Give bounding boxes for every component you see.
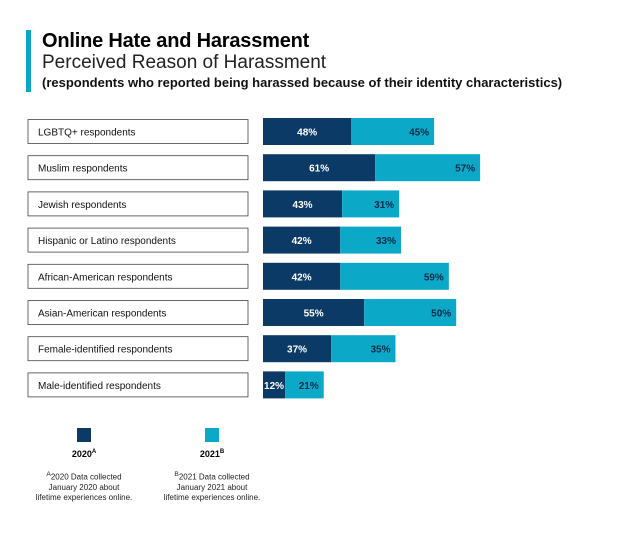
category-label-box (27, 263, 249, 289)
legend-label-2020: 2020A (71, 449, 97, 459)
footnote-2020: A2020 Data collected January 2020 about … (35, 471, 133, 502)
data-label-2021: 45% (409, 128, 429, 139)
category-label-box (27, 372, 249, 398)
data-label-2020: 61% (309, 164, 329, 175)
data-label-2020: 12% (264, 381, 284, 392)
chart-title: Online Hate and Harassment (42, 30, 310, 52)
category-label-box (27, 336, 249, 362)
data-label-2021: 57% (455, 164, 475, 175)
bar-2020 (263, 190, 343, 218)
chart-note: (respondents who reported being harassed… (42, 75, 563, 90)
data-label-2021: 33% (376, 236, 396, 247)
category-label-box (27, 300, 249, 325)
chart-rows: LGBTQ+ respondents 48% 45% Muslim responden… (27, 118, 481, 399)
bar-2020 (263, 118, 352, 145)
data-label-2021: 31% (374, 200, 394, 211)
bar-2020 (263, 226, 341, 254)
category-label-box (27, 155, 249, 181)
bar-2020 (263, 262, 341, 290)
bar-2021 (375, 154, 481, 182)
legend-swatch-2021 (205, 428, 219, 442)
data-label-2020: 48% (297, 128, 317, 139)
bar-2021 (364, 299, 457, 326)
data-label-2020: 42% (292, 272, 312, 283)
data-label-2021: 50% (431, 309, 451, 320)
bar-2020 (263, 371, 286, 399)
data-label-2020: 43% (293, 200, 313, 211)
category-label: LGBTQ+ respondents (38, 128, 136, 139)
category-label-box (27, 191, 249, 217)
data-label-2020: 42% (292, 236, 312, 247)
data-label-2020: 37% (287, 345, 307, 356)
data-label-2020: 55% (304, 309, 324, 320)
bar-2021 (342, 190, 400, 218)
category-label-box (27, 119, 249, 144)
footnote-2021: B2021 Data collected January 2021 about … (163, 471, 261, 502)
bar-2021 (351, 118, 435, 145)
category-label: Female-identified respondents (38, 345, 173, 356)
bar-2021 (340, 262, 449, 290)
legend-swatch-2020 (77, 428, 91, 442)
category-label: Hispanic or Latino respondents (38, 236, 176, 247)
title-accent-bar (26, 30, 31, 92)
category-label-box (27, 227, 249, 253)
data-label-2021: 59% (424, 272, 444, 283)
bar-2021 (285, 371, 324, 399)
data-label-2021: 35% (370, 345, 390, 356)
bar-2020 (263, 335, 332, 363)
bar-2020 (263, 154, 376, 182)
chart-subtitle: Perceived Reason of Harassment (42, 52, 327, 73)
bar-2021 (331, 335, 396, 363)
category-label: Male-identified respondents (38, 381, 161, 392)
category-label: African-American respondents (38, 272, 173, 283)
data-label-2021: 21% (299, 381, 319, 392)
category-label: Muslim respondents (38, 164, 127, 175)
category-label: Jewish respondents (38, 200, 126, 211)
legend-label-2021: 2021B (199, 449, 225, 459)
bar-2021 (340, 226, 401, 254)
category-label: Asian-American respondents (38, 309, 166, 320)
bar-2020 (263, 299, 365, 326)
